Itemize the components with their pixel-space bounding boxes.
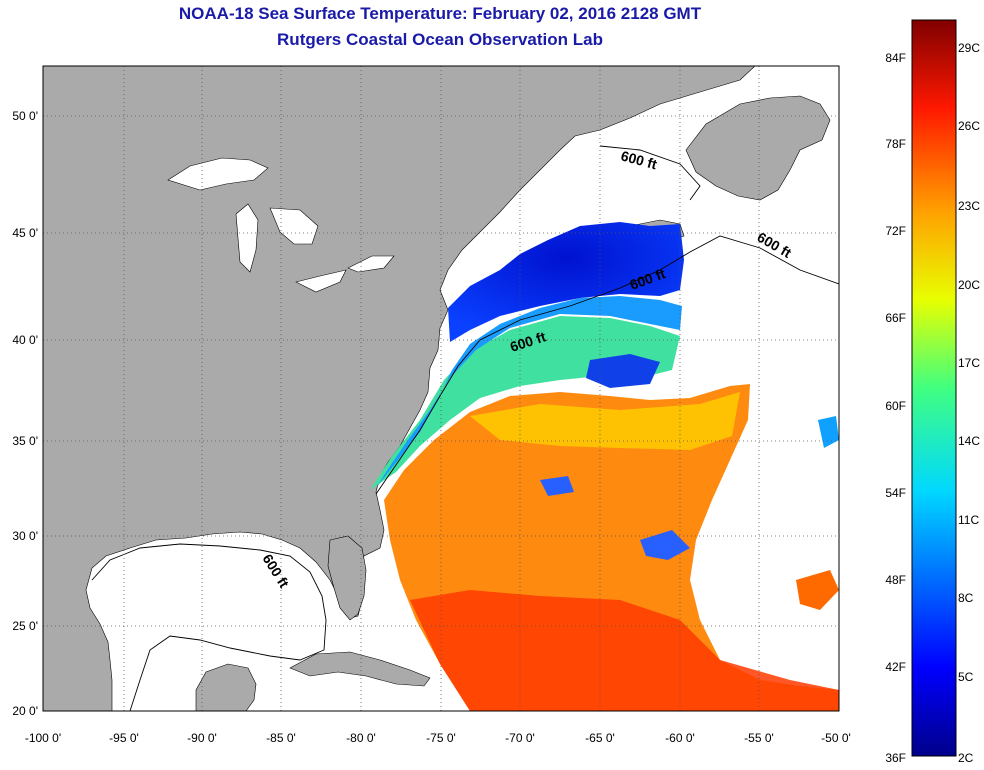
colorbar-fahrenheit-labels: 84F 78F 72F 66F 60F 54F 48F 42F 36F <box>885 51 906 765</box>
fahrenheit-label: 72F <box>885 224 906 238</box>
lat-label: 25 0' <box>12 619 38 633</box>
celsius-label: 5C <box>958 670 974 684</box>
lon-label: -95 0' <box>109 731 139 745</box>
sst-cold-patch <box>640 530 690 560</box>
colorbar-celsius-labels: 29C 26C 23C 20C 17C 14C 11C 8C 5C 2C <box>958 41 980 765</box>
lat-label: 45 0' <box>12 226 38 240</box>
fahrenheit-label: 66F <box>885 311 906 325</box>
cuba-land <box>289 651 431 687</box>
lat-label: 50 0' <box>12 109 38 123</box>
celsius-label: 26C <box>958 119 980 133</box>
lon-label: -70 0' <box>505 731 535 745</box>
lat-labels: 50 0' 45 0' 40 0' 35 0' 30 0' 25 0' 20 0… <box>12 109 38 718</box>
lon-label: -55 0' <box>744 731 774 745</box>
sst-cold-patch <box>540 476 574 496</box>
fahrenheit-label: 54F <box>885 486 906 500</box>
sst-cold-region <box>448 222 684 342</box>
lon-label: -100 0' <box>25 731 61 745</box>
lon-label: -90 0' <box>187 731 217 745</box>
celsius-label: 29C <box>958 41 980 55</box>
lake-superior <box>167 157 269 191</box>
north-america-land <box>43 66 756 711</box>
celsius-label: 8C <box>958 591 974 605</box>
lon-label: -50 0' <box>821 731 851 745</box>
lon-label: -80 0' <box>346 731 376 745</box>
fahrenheit-label: 42F <box>885 660 906 674</box>
lake-ontario <box>347 255 395 273</box>
fahrenheit-label: 48F <box>885 573 906 587</box>
sst-hot-region <box>410 590 839 711</box>
sst-east-patch <box>818 416 839 448</box>
great-lakes <box>167 157 395 293</box>
newfoundland-land <box>685 95 831 201</box>
lon-label: -65 0' <box>585 731 615 745</box>
lon-labels: -100 0' -95 0' -90 0' -85 0' -80 0' -75 … <box>25 731 851 745</box>
map-frame <box>42 65 840 712</box>
lake-michigan <box>235 203 259 273</box>
celsius-label: 17C <box>958 356 980 370</box>
lat-label: 40 0' <box>12 333 38 347</box>
map-title: NOAA-18 Sea Surface Temperature: Februar… <box>178 4 702 23</box>
sst-shelf-cyan <box>376 296 682 488</box>
yucatan-land <box>195 663 257 711</box>
isobath-600ft <box>91 145 839 711</box>
lon-label: -60 0' <box>665 731 695 745</box>
fahrenheit-label: 84F <box>885 51 906 65</box>
celsius-label: 2C <box>958 751 974 765</box>
lake-erie <box>295 269 347 293</box>
celsius-label: 14C <box>958 434 980 448</box>
celsius-label: 23C <box>958 199 980 213</box>
celsius-label: 11C <box>958 513 979 527</box>
celsius-label: 20C <box>958 278 980 292</box>
map-subtitle: Rutgers Coastal Ocean Observation Lab <box>277 30 603 49</box>
lat-label: 30 0' <box>12 529 38 543</box>
temperature-colorbar <box>911 19 957 757</box>
sst-yellow-region <box>470 392 740 450</box>
lat-label: 35 0' <box>12 434 38 448</box>
fahrenheit-label: 36F <box>885 751 906 765</box>
lake-huron <box>269 207 319 245</box>
fahrenheit-label: 60F <box>885 399 906 413</box>
sst-cold-patch <box>586 354 660 388</box>
florida-land <box>327 535 367 621</box>
lat-lon-grid <box>43 66 839 711</box>
lat-label: 20 0' <box>12 704 38 718</box>
fahrenheit-label: 78F <box>885 137 906 151</box>
sst-east-patch <box>796 570 839 610</box>
lon-label: -75 0' <box>426 731 456 745</box>
lon-label: -85 0' <box>266 731 296 745</box>
